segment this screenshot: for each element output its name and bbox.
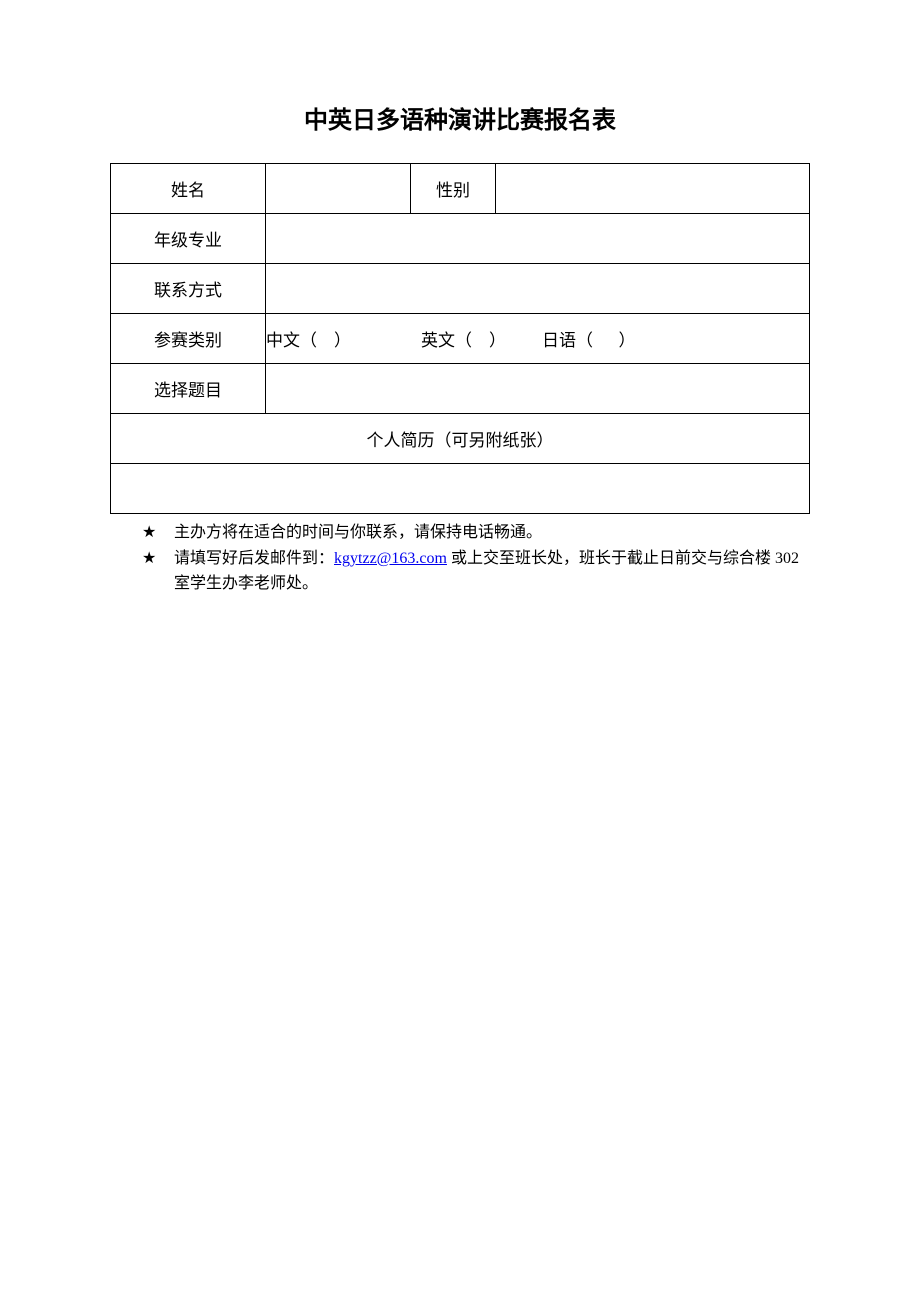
category-english[interactable]: 英文（ ）	[421, 326, 506, 351]
value-name[interactable]	[266, 164, 411, 214]
value-grade-major[interactable]	[266, 214, 810, 264]
email-link[interactable]: kgytzz@163.com	[334, 550, 447, 567]
label-contact: 联系方式	[111, 264, 266, 314]
notes-section: 主办方将在适合的时间与你联系，请保持电话畅通。 请填写好后发邮件到：kgytzz…	[110, 520, 810, 597]
page-title: 中英日多语种演讲比赛报名表	[110, 100, 810, 135]
label-resume: 个人简历（可另附纸张）	[111, 414, 810, 464]
label-grade-major: 年级专业	[111, 214, 266, 264]
row-contact: 联系方式	[111, 264, 810, 314]
value-topic[interactable]	[266, 364, 810, 414]
row-resume-body	[111, 464, 810, 514]
label-gender: 性别	[411, 164, 496, 214]
category-chinese[interactable]: 中文（ ）	[266, 326, 351, 351]
registration-form-table: 姓名 性别 年级专业 联系方式 参赛类别 中文（ ） 英文（ ） 日语（ ） 选择题…	[110, 163, 810, 514]
note-1: 主办方将在适合的时间与你联系，请保持电话畅通。	[142, 520, 810, 546]
label-category: 参赛类别	[111, 314, 266, 364]
label-topic: 选择题目	[111, 364, 266, 414]
value-resume[interactable]	[111, 464, 810, 514]
row-name: 姓名 性别	[111, 164, 810, 214]
category-japanese[interactable]: 日语（ ）	[542, 326, 636, 351]
label-name: 姓名	[111, 164, 266, 214]
row-resume-header: 个人简历（可另附纸张）	[111, 414, 810, 464]
note-2-prefix: 请填写好后发邮件到：	[174, 550, 334, 567]
row-topic: 选择题目	[111, 364, 810, 414]
row-category: 参赛类别 中文（ ） 英文（ ） 日语（ ）	[111, 314, 810, 364]
value-gender[interactable]	[496, 164, 810, 214]
row-grade-major: 年级专业	[111, 214, 810, 264]
value-contact[interactable]	[266, 264, 810, 314]
note-2: 请填写好后发邮件到：kgytzz@163.com 或上交至班长处，班长于截止日前…	[142, 546, 810, 597]
value-category[interactable]: 中文（ ） 英文（ ） 日语（ ）	[266, 314, 810, 364]
